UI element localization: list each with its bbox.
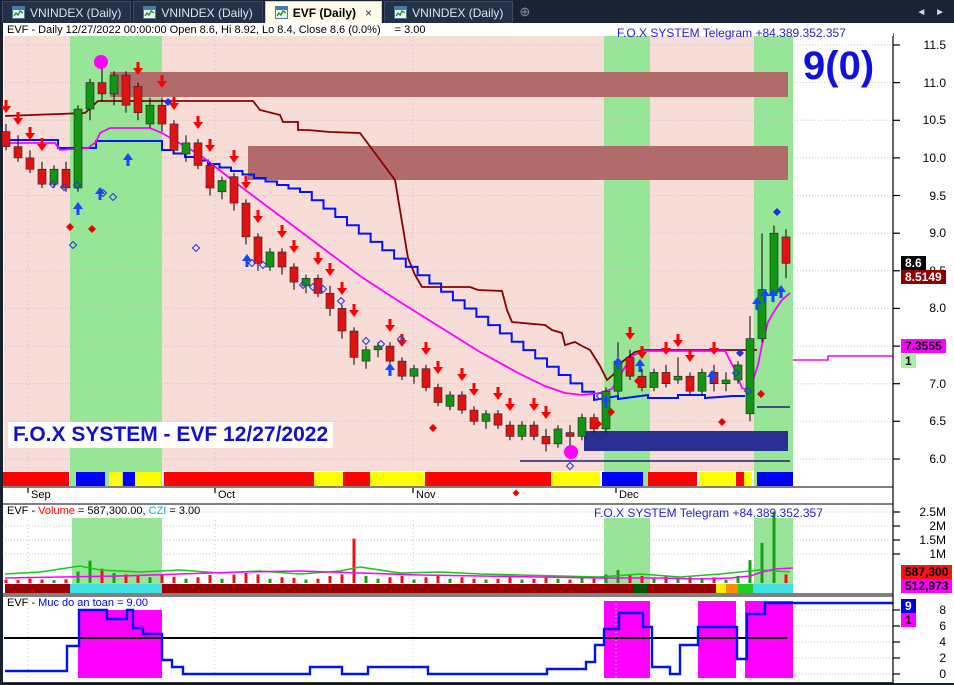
main-y-tick-label: 6.0 bbox=[929, 451, 946, 466]
tab-scroll-arrows-icon[interactable]: ◄ ► bbox=[916, 7, 948, 18]
month-label-dec: Dec bbox=[619, 489, 639, 501]
bottom-y-tick-label: 0 bbox=[939, 667, 946, 681]
axis-value-badge: 1 bbox=[901, 354, 916, 368]
indicator-value-text: = 3.00 bbox=[394, 24, 426, 36]
title-part: = 587,300.00, bbox=[74, 505, 149, 517]
bottom-y-tick-label: 8 bbox=[939, 603, 946, 617]
volume-y-tick-label: 1M bbox=[929, 547, 946, 561]
axis-value-badge: 1 bbox=[901, 613, 916, 627]
volume-y-tick-label: 1.5M bbox=[919, 533, 946, 547]
title-part: Muc do an toan = 9.00 bbox=[38, 597, 148, 609]
bottom-y-tick-label: 4 bbox=[939, 635, 946, 649]
bottom-y-tick-label: 6 bbox=[939, 619, 946, 633]
volume-pane-title: EVF - Volume = 587,300.00, CZI = 3.00 bbox=[7, 505, 200, 517]
tab-close-icon[interactable]: × bbox=[365, 5, 373, 20]
title-part: Volume bbox=[38, 505, 75, 517]
tab-label: VNINDEX (Daily) bbox=[412, 5, 504, 20]
title-part: CZI bbox=[148, 505, 167, 517]
month-label-oct: Oct bbox=[218, 489, 236, 501]
main-y-tick-label: 7.0 bbox=[929, 376, 946, 391]
volume-y-tick-label: 2.5M bbox=[919, 505, 946, 519]
axis-value-badge: 7.3555 bbox=[901, 339, 946, 353]
tab-1[interactable]: VNINDEX (Daily) bbox=[133, 1, 263, 23]
chart-canvas[interactable] bbox=[0, 23, 954, 685]
new-tab-icon[interactable]: ⊕ bbox=[519, 4, 531, 19]
main-y-tick-label: 11.0 bbox=[923, 75, 946, 90]
tab-label: EVF (Daily) bbox=[292, 5, 357, 20]
main-y-tick-label: 8.0 bbox=[929, 301, 946, 316]
axis-value-badge: 8.6 bbox=[901, 256, 926, 270]
tab-active-2[interactable]: EVF (Daily) × bbox=[264, 1, 383, 23]
main-pane-title: EVF - Daily 12/27/2022 00:00:00 Open 8.6… bbox=[7, 24, 426, 36]
main-y-tick-label: 9.5 bbox=[929, 188, 946, 203]
axis-value-badge: 512,973 bbox=[901, 579, 953, 593]
bottom-y-tick-label: 2 bbox=[939, 651, 946, 665]
month-label-nov: Nov bbox=[416, 489, 436, 501]
signal-count-label: 9(0) bbox=[803, 44, 875, 88]
title-part: = 3.00 bbox=[166, 505, 201, 517]
title-part: EVF - bbox=[7, 505, 39, 517]
bottom-pane-title: EVF - Muc do an toan = 9.00 bbox=[7, 597, 148, 609]
tab-label: VNINDEX (Daily) bbox=[161, 5, 253, 20]
main-y-tick-label: 10.5 bbox=[922, 113, 946, 128]
axis-value-badge: 8.5149 bbox=[901, 270, 946, 284]
main-y-tick-label: 9.0 bbox=[929, 226, 946, 241]
main-y-tick-label: 11.5 bbox=[923, 38, 946, 52]
main-pane-title-row bbox=[3, 23, 893, 36]
tab-0[interactable]: VNINDEX (Daily) bbox=[2, 1, 132, 23]
ohlc-text: EVF - Daily 12/27/2022 00:00:00 Open 8.6… bbox=[7, 24, 381, 36]
watermark-text: F.O.X SYSTEM - EVF 12/27/2022 bbox=[8, 422, 334, 448]
tab-label: VNINDEX (Daily) bbox=[30, 5, 122, 20]
brand-text-main: F.O.X SYSTEM Telegram +84.389.352.357 bbox=[617, 26, 846, 40]
main-y-tick-label: 6.5 bbox=[929, 414, 946, 429]
title-part: EVF - bbox=[7, 597, 39, 609]
volume-y-tick-label: 2M bbox=[929, 519, 946, 533]
axis-value-badge: 9 bbox=[901, 599, 916, 613]
brand-text-volume: F.O.X SYSTEM Telegram +84.389.352.357 bbox=[594, 506, 823, 520]
axis-value-badge: 587,300 bbox=[901, 565, 953, 579]
tab-3[interactable]: VNINDEX (Daily) bbox=[384, 1, 514, 23]
tab-bar: VNINDEX (Daily) VNINDEX (Daily) EVF (Daily… bbox=[0, 0, 954, 23]
main-y-tick-label: 10.0 bbox=[922, 150, 946, 165]
month-label-sep: Sep bbox=[31, 489, 51, 501]
